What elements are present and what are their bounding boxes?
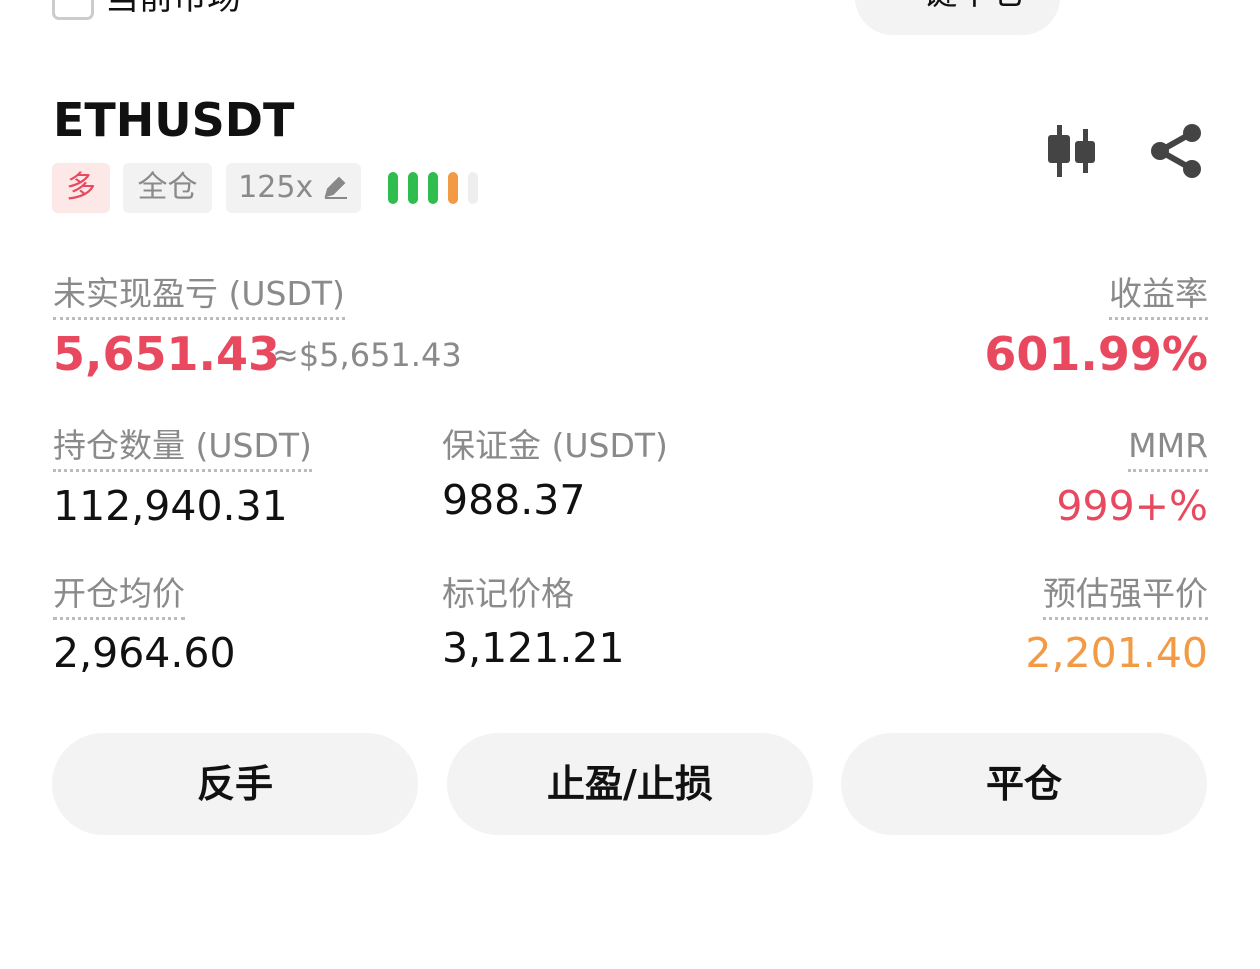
entry-label[interactable]: 开仓均价: [53, 572, 185, 620]
reverse-button[interactable]: 反手: [52, 733, 418, 835]
close-button[interactable]: 平仓: [841, 733, 1207, 835]
mark-value: 3,121.21: [442, 624, 625, 672]
edit-icon: [324, 176, 347, 199]
checkbox[interactable]: [52, 0, 94, 20]
mmr-value: 999+%: [1056, 482, 1208, 530]
liq-value: 2,201.40: [1025, 629, 1208, 677]
pnl-label[interactable]: 未实现盈亏 (USDT): [53, 272, 345, 320]
risk-bar: [428, 172, 438, 204]
chart-icon[interactable]: [1045, 125, 1097, 177]
symbol: ETHUSDT: [53, 93, 295, 147]
risk-bar: [408, 172, 418, 204]
pnl-approx: ≈$5,651.43: [272, 336, 462, 374]
size-label[interactable]: 持仓数量 (USDT): [53, 424, 312, 472]
risk-bar: [448, 172, 458, 204]
mmr-label[interactable]: MMR: [1128, 424, 1208, 472]
share-icon[interactable]: [1150, 124, 1202, 178]
risk-bar: [388, 172, 398, 204]
pnl-value: 5,651.43: [53, 327, 280, 381]
margin-mode-tag[interactable]: 全仓: [123, 163, 212, 213]
tpsl-button[interactable]: 止盈/止损: [447, 733, 813, 835]
margin-value: 988.37: [442, 476, 586, 524]
entry-value: 2,964.60: [53, 629, 236, 677]
close-all-button[interactable]: 一键平仓: [855, 0, 1060, 35]
market-filter-label[interactable]: 当前市场: [105, 0, 241, 20]
roi-value: 601.99%: [984, 327, 1208, 381]
roi-label[interactable]: 收益率: [1109, 272, 1208, 320]
side-tag: 多: [52, 163, 110, 213]
risk-bar: [468, 172, 478, 204]
margin-label: 保证金 (USDT): [442, 426, 668, 465]
liq-label[interactable]: 预估强平价: [1043, 572, 1208, 620]
leverage: 125x: [238, 170, 314, 205]
close-all-label: 一键平仓: [890, 0, 1026, 13]
leverage-tag[interactable]: 125x: [226, 163, 361, 213]
mark-label: 标记价格: [442, 574, 574, 613]
size-value: 112,940.31: [53, 482, 288, 530]
